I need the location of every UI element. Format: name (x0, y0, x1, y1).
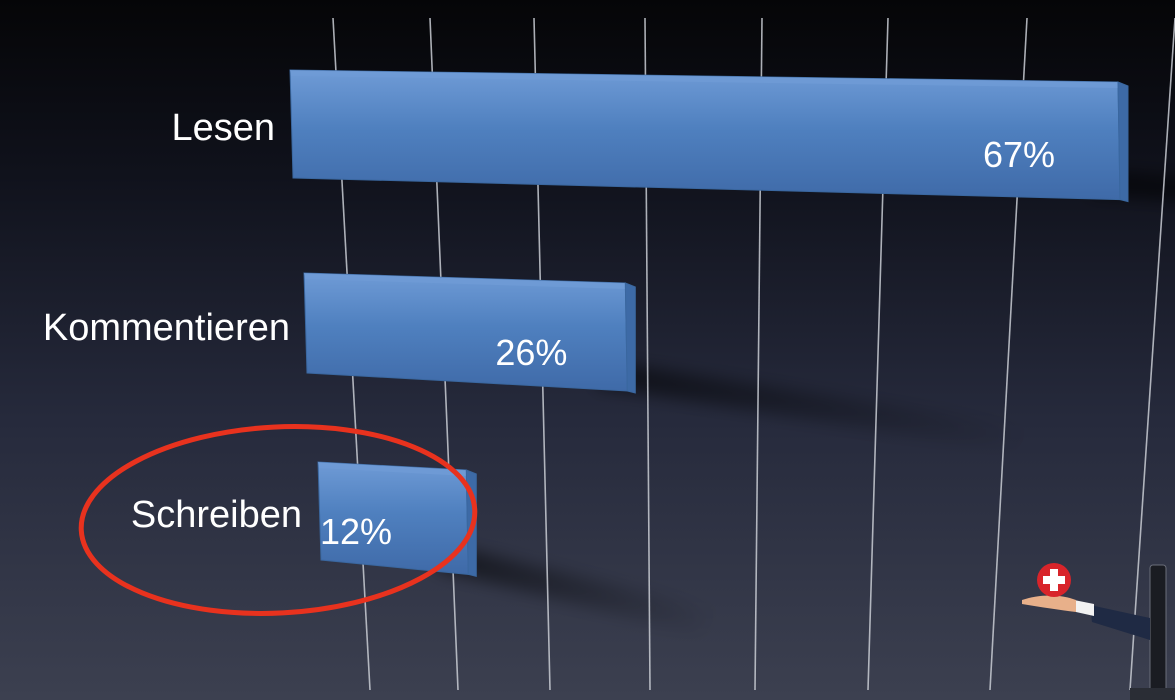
bar-top-face (318, 462, 467, 476)
bar-shadow (595, 361, 1035, 451)
bar-end-cap (1117, 81, 1129, 203)
bar-end-cap (624, 282, 636, 394)
bar-top-face (290, 70, 1118, 88)
highlight-ring (78, 424, 478, 616)
category-label: Kommentieren (43, 307, 290, 349)
bar-shadow (436, 544, 720, 635)
bar-kommentieren (303, 272, 628, 392)
category-label: Lesen (171, 107, 275, 149)
grid-line (1129, 17, 1175, 691)
value-label: 26% (495, 332, 567, 373)
value-label: 12% (320, 511, 392, 552)
value-label: 67% (983, 134, 1055, 175)
bar-top-face (304, 273, 626, 289)
value-labels: 67% 26% 12% (320, 134, 1055, 552)
highlight-ring-ellipse (78, 424, 478, 616)
category-label: Schreiben (131, 494, 302, 536)
hand-holding-swiss-badge-icon (1022, 563, 1175, 700)
category-labels: Lesen Kommentieren Schreiben (43, 107, 302, 536)
bars (289, 69, 1129, 578)
